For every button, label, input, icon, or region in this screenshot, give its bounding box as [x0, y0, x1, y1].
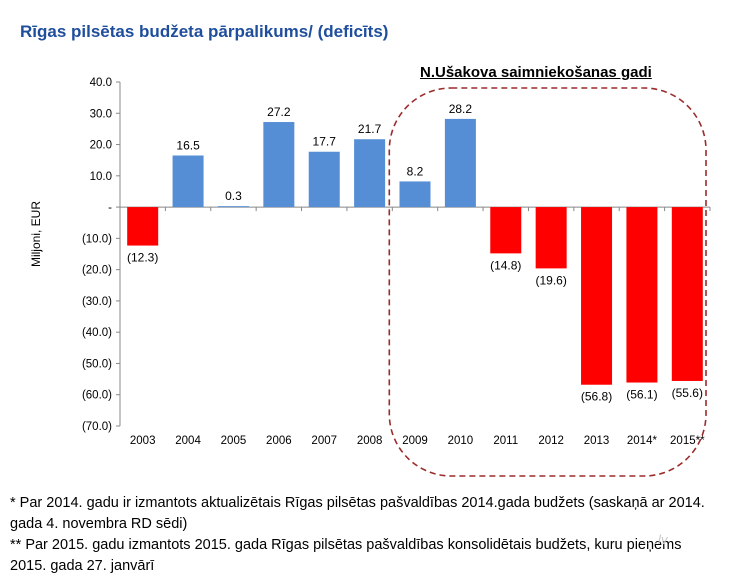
value-label: (56.8) [581, 390, 612, 404]
bar-2013 [581, 207, 613, 385]
y-tick-label: (60.0) [82, 390, 112, 402]
x-tick-label: 2003 [130, 435, 156, 447]
footnotes: * Par 2014. gadu ir izmantots aktualizēt… [10, 493, 710, 577]
y-tick-label: (50.0) [82, 358, 112, 370]
watermark-logo: ... .lv [640, 532, 668, 547]
value-label: (14.8) [490, 258, 521, 272]
bar-2006 [263, 122, 295, 208]
bar-2012 [535, 207, 567, 269]
footnote-2014: * Par 2014. gadu ir izmantots aktualizēt… [10, 495, 705, 532]
chart-title: Rīgas pilsētas budžeta pārpalikums/ (def… [20, 22, 389, 41]
x-tick-label: 2007 [311, 435, 337, 447]
x-tick-label: 2014* [627, 435, 658, 447]
value-label: (19.6) [535, 273, 566, 287]
value-label: 0.3 [225, 189, 242, 203]
x-axis-tick-labels: 2003 2004 2005 2006 2007 2008 2009 2010 2011 2012… [130, 435, 705, 447]
chart-axes [116, 81, 711, 427]
chart-value-labels: (12.3) 16.5 0.3 27.2 17.7 21.7 8.2 28.2 (14.8) (1… [127, 102, 703, 404]
x-tick-label: 2012 [538, 435, 564, 447]
bar-2007 [308, 151, 340, 208]
y-tick-label: - [108, 202, 112, 214]
x-tick-label: 2011 [493, 435, 518, 447]
footnote-2015: ** Par 2015. gadu izmantots 2015. gada R… [10, 537, 682, 574]
x-tick-label: 2009 [402, 435, 428, 447]
value-label: 28.2 [449, 102, 473, 116]
bar-2014* [626, 207, 658, 383]
x-tick-label: 2010 [448, 435, 474, 447]
bar-2004 [172, 155, 204, 208]
y-tick-label: (40.0) [82, 327, 112, 339]
bar-2005 [217, 206, 249, 208]
value-label: 27.2 [267, 105, 291, 119]
bar-2003 [127, 207, 159, 246]
value-label: 8.2 [407, 164, 424, 178]
x-tick-label: 2013 [584, 435, 610, 447]
y-tick-label: (30.0) [82, 296, 112, 308]
highlight-frame [388, 87, 707, 477]
bar-2009 [399, 181, 431, 208]
x-tick-label: 2015** [670, 435, 705, 447]
y-tick-label: 40.0 [90, 77, 112, 89]
highlight-label: N.Ušakova saimniekošanas gadi [420, 64, 652, 81]
chart-bars [127, 118, 703, 385]
x-tick-label: 2005 [221, 435, 247, 447]
bar-chart: (12.3) 16.5 0.3 27.2 17.7 21.7 8.2 28.2 (14.8) (1… [29, 77, 711, 477]
y-tick-label: 20.0 [90, 140, 112, 152]
y-tick-label: 10.0 [90, 171, 112, 183]
x-tick-label: 2006 [266, 435, 292, 447]
y-tick-label: (20.0) [82, 265, 112, 277]
bar-2015** [671, 207, 703, 381]
bar-2011 [490, 207, 522, 254]
y-tick-label: 30.0 [90, 108, 112, 120]
value-label: 21.7 [358, 122, 382, 136]
y-axis-label: Miljoni, EUR [29, 201, 43, 267]
value-label: (55.6) [672, 386, 703, 400]
value-label: 17.7 [313, 135, 337, 149]
x-tick-label: 2004 [175, 435, 201, 447]
x-tick-label: 2008 [357, 435, 383, 447]
value-label: (12.3) [127, 251, 158, 265]
y-tick-label: (10.0) [82, 233, 112, 245]
value-label: (56.1) [626, 388, 657, 402]
bar-2008 [354, 139, 386, 208]
y-axis-tick-labels: 40.0 30.0 20.0 10.0 - (10.0) (20.0) (30.0) (40.0… [82, 77, 112, 433]
bar-2010 [444, 118, 476, 208]
value-label: 16.5 [176, 138, 200, 152]
y-tick-label: (70.0) [82, 421, 112, 433]
